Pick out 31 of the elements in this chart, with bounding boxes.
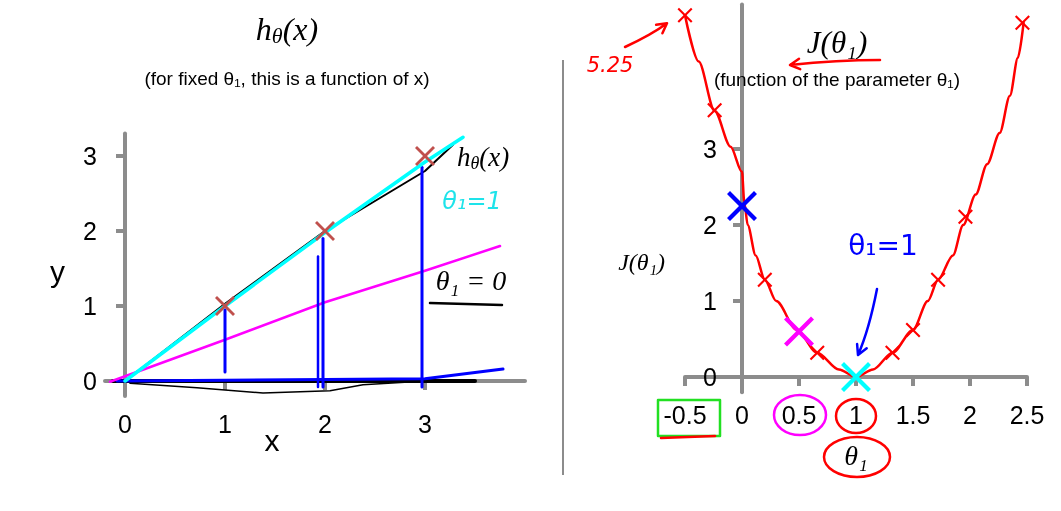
text: J(θ₁) — [806, 24, 868, 60]
annotation: θ₁ = 0 — [435, 264, 507, 296]
x-tick-label: 2 — [318, 410, 332, 438]
chart-title: hθ(x) — [255, 10, 319, 48]
y-tick-label: 0 — [83, 367, 97, 395]
y-axis-title: y — [50, 255, 65, 289]
annotation: θ₁=1 — [442, 187, 502, 215]
x-tick-label: 0 — [735, 401, 749, 429]
x-tick-label: -0.5 — [663, 401, 707, 429]
x-tick-label: 1 — [849, 401, 863, 429]
x-tick-label: 0 — [118, 410, 132, 438]
annotation: θ₁=1 — [848, 228, 918, 262]
y-tick-label: 0 — [703, 363, 717, 391]
y-tick-label: 3 — [83, 142, 97, 170]
y-axis-title: J(θ₁) — [618, 249, 665, 276]
x-tick-label: 2.5 — [1009, 401, 1045, 429]
x-tick-label: 1 — [218, 410, 232, 438]
chart-subtitle: (for fixed θ₁, this is a function of x) — [144, 67, 430, 89]
text: 5.25 — [586, 53, 634, 77]
y-tick-label: 1 — [703, 287, 717, 315]
x-tick-label: 3 — [418, 410, 432, 438]
y-tick-label: 3 — [703, 135, 717, 163]
text: (function of the parameter θ₁) — [713, 69, 961, 90]
y-tick-label: 1 — [83, 292, 97, 320]
x-axis-title: x — [264, 424, 280, 457]
y-tick-label: 2 — [83, 217, 97, 245]
x-axis-title: θ₁ — [844, 440, 868, 471]
y-tick-label: 2 — [703, 211, 717, 239]
x-tick-label: 0.5 — [781, 401, 817, 429]
x-tick-label: 1.5 — [895, 401, 931, 429]
x-tick-label: 2 — [963, 401, 977, 429]
